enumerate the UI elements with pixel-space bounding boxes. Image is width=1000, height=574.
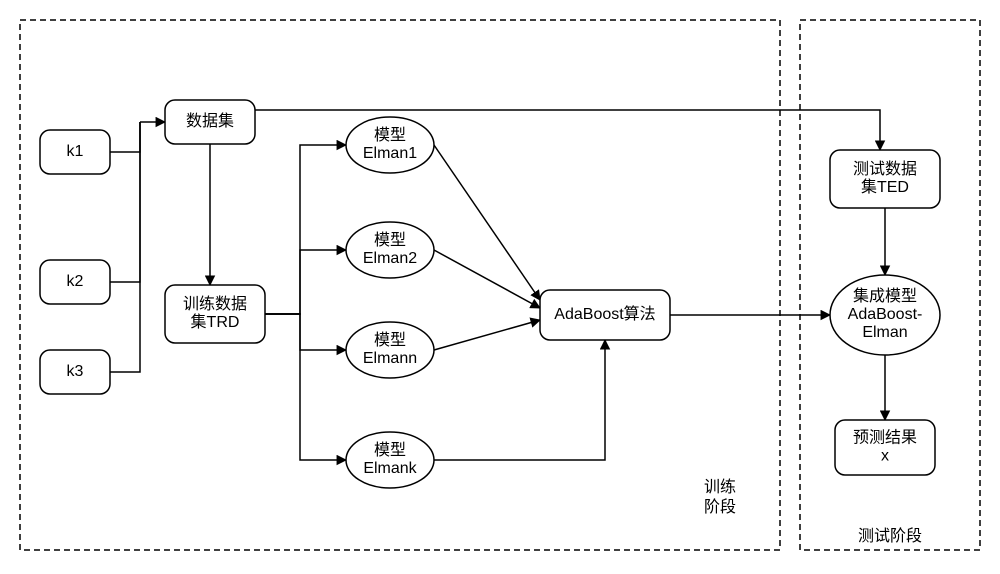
edge-trd-elmank (265, 314, 346, 460)
node-elman1-label-1: Elman1 (363, 145, 417, 162)
node-elman2-label-0: 模型 (374, 231, 406, 249)
node-elmank: 模型Elmank (346, 432, 434, 488)
edge-elman1-adaboost (434, 145, 540, 300)
node-trd-label-1: 集TRD (191, 313, 240, 331)
node-elmann-label-0: 模型 (374, 331, 406, 349)
node-ted: 测试数据集TED (830, 150, 940, 208)
node-elmann: 模型Elmann (346, 322, 434, 378)
node-elman2: 模型Elman2 (346, 222, 434, 278)
node-k3-label-0: k3 (67, 363, 84, 380)
edge-trd-elman1 (265, 145, 346, 314)
training-label-l2: 阶段 (704, 498, 736, 516)
edge-elman2-adaboost (434, 250, 540, 308)
node-result-label-0: 预测结果 (853, 429, 917, 447)
node-elmank-label-1: Elmank (363, 460, 417, 477)
node-ensemble: 集成模型AdaBoost-Elman (830, 275, 940, 355)
node-trd-label-0: 训练数据 (183, 295, 247, 313)
node-elman1: 模型Elman1 (346, 117, 434, 173)
node-ted-label-0: 测试数据 (853, 160, 917, 178)
edge-k3-dataset_junction (110, 122, 140, 372)
node-adaboost: AdaBoost算法 (540, 290, 670, 340)
node-dataset-label-0: 数据集 (186, 112, 234, 130)
node-k1: k1 (40, 130, 110, 174)
edge-k1-dataset_junction (110, 122, 140, 152)
nodes-group: k1k2k3数据集训练数据集TRD模型Elman1模型Elman2模型Elman… (40, 100, 940, 488)
node-result: 预测结果x (835, 420, 935, 475)
node-ensemble-label-2: Elman (862, 324, 907, 341)
node-elman2-label-1: Elman2 (363, 250, 417, 267)
edge-trd-elmann (265, 314, 346, 350)
node-k1-label-0: k1 (67, 143, 84, 160)
node-ensemble-label-0: 集成模型 (853, 287, 917, 305)
node-elmann-label-1: Elmann (363, 350, 417, 367)
node-ted-label-1: 集TED (861, 178, 909, 196)
node-k3: k3 (40, 350, 110, 394)
node-elman1-label-0: 模型 (374, 126, 406, 144)
node-trd: 训练数据集TRD (165, 285, 265, 343)
edge-elmank-adaboost (434, 340, 605, 460)
node-dataset: 数据集 (165, 100, 255, 144)
node-k2: k2 (40, 260, 110, 304)
edge-elmann-adaboost (434, 320, 540, 350)
edge-k2-dataset_junction (110, 122, 140, 282)
node-ensemble-label-1: AdaBoost- (848, 306, 923, 323)
node-elmank-label-0: 模型 (374, 441, 406, 459)
testing-label: 测试阶段 (858, 527, 922, 545)
node-k2-label-0: k2 (67, 273, 84, 290)
diagram-canvas: k1k2k3数据集训练数据集TRD模型Elman1模型Elman2模型Elman… (0, 0, 1000, 574)
node-result-label-1: x (881, 448, 889, 465)
training-label-l1: 训练 (704, 478, 736, 496)
node-adaboost-label-0: AdaBoost算法 (554, 304, 655, 323)
edge-trd-elman2 (265, 250, 346, 314)
